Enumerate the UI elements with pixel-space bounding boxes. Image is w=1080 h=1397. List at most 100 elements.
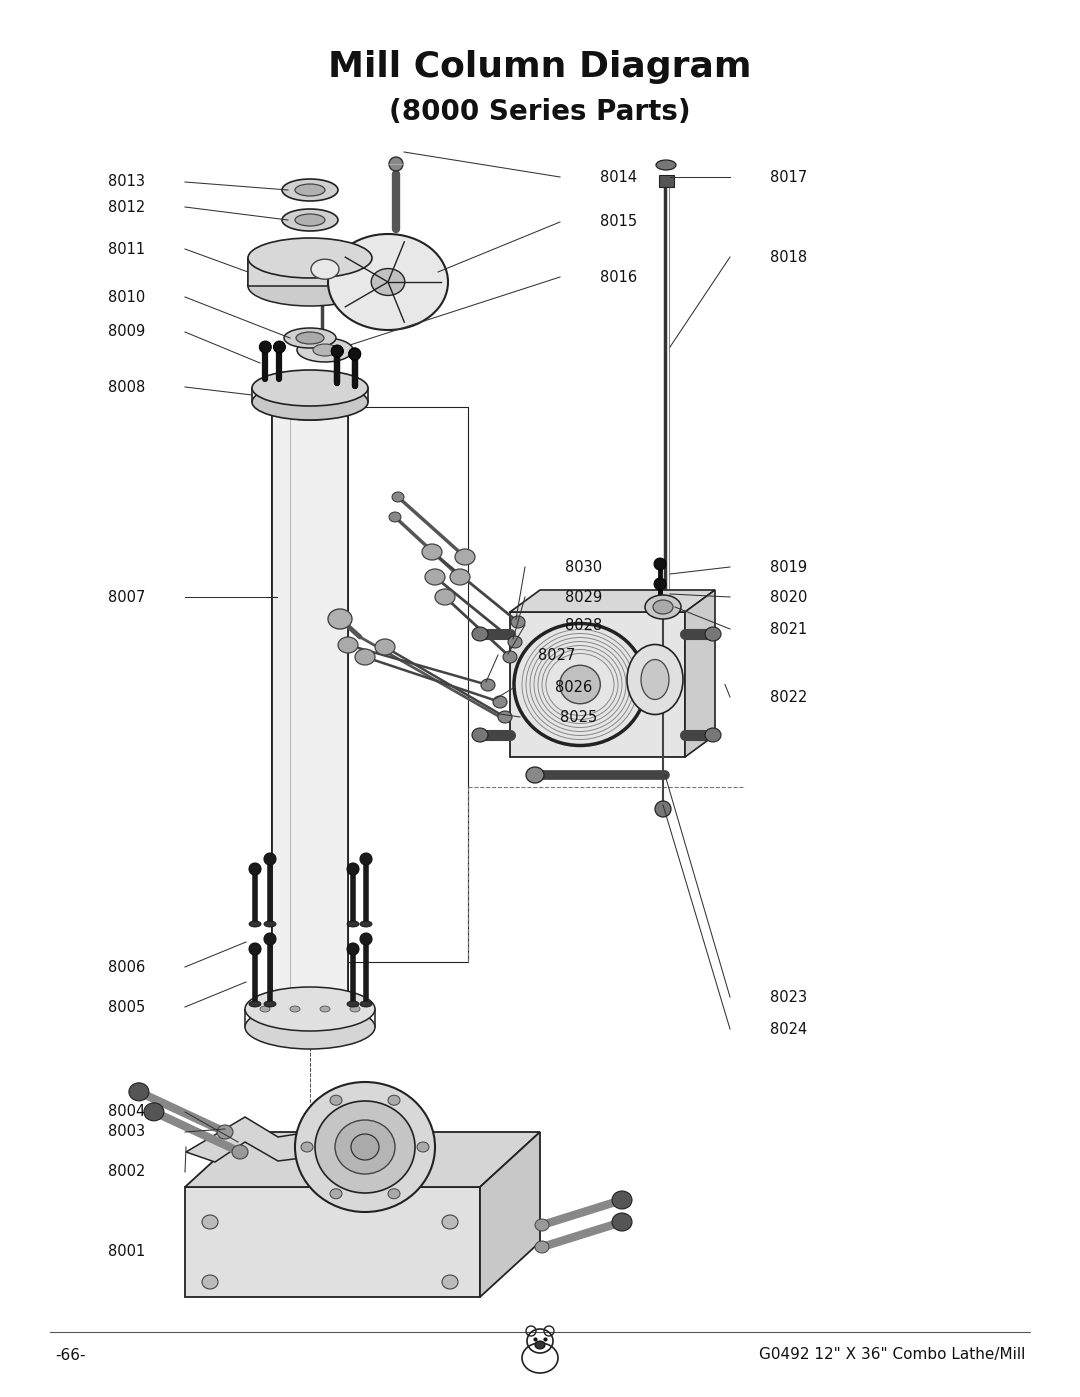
Ellipse shape: [653, 599, 673, 615]
Polygon shape: [248, 258, 422, 286]
Ellipse shape: [442, 1215, 458, 1229]
Ellipse shape: [202, 1215, 218, 1229]
Text: 8005: 8005: [108, 999, 145, 1014]
Text: 8017: 8017: [770, 169, 807, 184]
Ellipse shape: [330, 1189, 342, 1199]
Text: 8008: 8008: [108, 380, 145, 394]
Ellipse shape: [249, 921, 261, 928]
Text: 8023: 8023: [770, 989, 807, 1004]
Text: 8015: 8015: [600, 215, 637, 229]
Ellipse shape: [260, 1006, 270, 1011]
Ellipse shape: [654, 557, 666, 570]
Ellipse shape: [654, 800, 671, 817]
Ellipse shape: [347, 943, 359, 956]
Ellipse shape: [360, 854, 372, 865]
Polygon shape: [480, 1132, 540, 1296]
Text: 8021: 8021: [770, 622, 807, 637]
Ellipse shape: [249, 863, 261, 875]
Ellipse shape: [272, 394, 348, 420]
Text: 8011: 8011: [108, 242, 145, 257]
Ellipse shape: [360, 933, 372, 944]
Ellipse shape: [217, 1125, 233, 1139]
Ellipse shape: [481, 679, 495, 692]
Bar: [272, 407, 348, 1042]
Ellipse shape: [330, 1095, 342, 1105]
Ellipse shape: [422, 543, 442, 560]
Ellipse shape: [264, 854, 276, 865]
Text: 8002: 8002: [108, 1165, 145, 1179]
Text: G0492 12" X 36" Combo Lathe/Mill: G0492 12" X 36" Combo Lathe/Mill: [758, 1348, 1025, 1362]
Ellipse shape: [144, 1102, 164, 1120]
Ellipse shape: [498, 711, 512, 724]
Ellipse shape: [252, 384, 368, 420]
Ellipse shape: [426, 569, 445, 585]
Text: 8016: 8016: [600, 270, 637, 285]
Ellipse shape: [296, 332, 324, 344]
Ellipse shape: [642, 659, 669, 700]
Ellipse shape: [338, 637, 357, 652]
Text: 8003: 8003: [108, 1125, 145, 1140]
Ellipse shape: [295, 214, 325, 226]
Ellipse shape: [375, 638, 395, 655]
Text: 8012: 8012: [108, 200, 145, 215]
Ellipse shape: [311, 260, 339, 279]
Ellipse shape: [417, 1141, 429, 1153]
Ellipse shape: [455, 549, 475, 564]
Ellipse shape: [315, 1101, 415, 1193]
Ellipse shape: [332, 345, 343, 358]
Text: 8013: 8013: [108, 175, 145, 190]
Text: 8010: 8010: [108, 289, 145, 305]
Ellipse shape: [392, 492, 404, 502]
Bar: [659, 175, 674, 187]
Ellipse shape: [503, 651, 517, 664]
Ellipse shape: [511, 616, 525, 629]
Ellipse shape: [332, 345, 343, 358]
Ellipse shape: [347, 921, 359, 928]
Ellipse shape: [351, 1134, 379, 1160]
Ellipse shape: [472, 627, 488, 641]
Ellipse shape: [282, 179, 338, 201]
Ellipse shape: [612, 1213, 632, 1231]
Ellipse shape: [389, 156, 403, 170]
Ellipse shape: [129, 1083, 149, 1101]
Ellipse shape: [264, 1002, 276, 1007]
Ellipse shape: [347, 863, 359, 875]
Ellipse shape: [612, 1192, 632, 1208]
Ellipse shape: [360, 1002, 372, 1007]
Text: 8027: 8027: [538, 647, 576, 662]
Ellipse shape: [627, 644, 683, 714]
Ellipse shape: [388, 1189, 400, 1199]
Ellipse shape: [282, 210, 338, 231]
Ellipse shape: [360, 921, 372, 928]
Ellipse shape: [273, 341, 285, 353]
Ellipse shape: [295, 184, 325, 196]
Ellipse shape: [656, 161, 676, 170]
Ellipse shape: [252, 370, 368, 407]
Polygon shape: [186, 1118, 310, 1162]
Ellipse shape: [328, 235, 448, 330]
Ellipse shape: [259, 341, 271, 353]
Ellipse shape: [535, 1220, 549, 1231]
Ellipse shape: [705, 728, 721, 742]
Text: 8007: 8007: [108, 590, 145, 605]
Ellipse shape: [313, 344, 337, 356]
Ellipse shape: [559, 665, 600, 704]
Ellipse shape: [350, 1006, 360, 1011]
Ellipse shape: [349, 348, 361, 360]
Ellipse shape: [295, 1083, 435, 1213]
Ellipse shape: [284, 328, 336, 348]
Ellipse shape: [355, 650, 375, 665]
Text: 8028: 8028: [565, 617, 603, 633]
Ellipse shape: [301, 1141, 313, 1153]
Text: 8018: 8018: [770, 250, 807, 264]
Ellipse shape: [264, 921, 276, 928]
Text: 8029: 8029: [565, 590, 603, 605]
Ellipse shape: [654, 578, 666, 590]
Ellipse shape: [535, 1241, 549, 1253]
Text: -66-: -66-: [55, 1348, 85, 1362]
Text: 8026: 8026: [555, 679, 592, 694]
Ellipse shape: [202, 1275, 218, 1289]
Ellipse shape: [435, 590, 455, 605]
Ellipse shape: [328, 609, 352, 629]
Text: 8006: 8006: [108, 960, 145, 975]
